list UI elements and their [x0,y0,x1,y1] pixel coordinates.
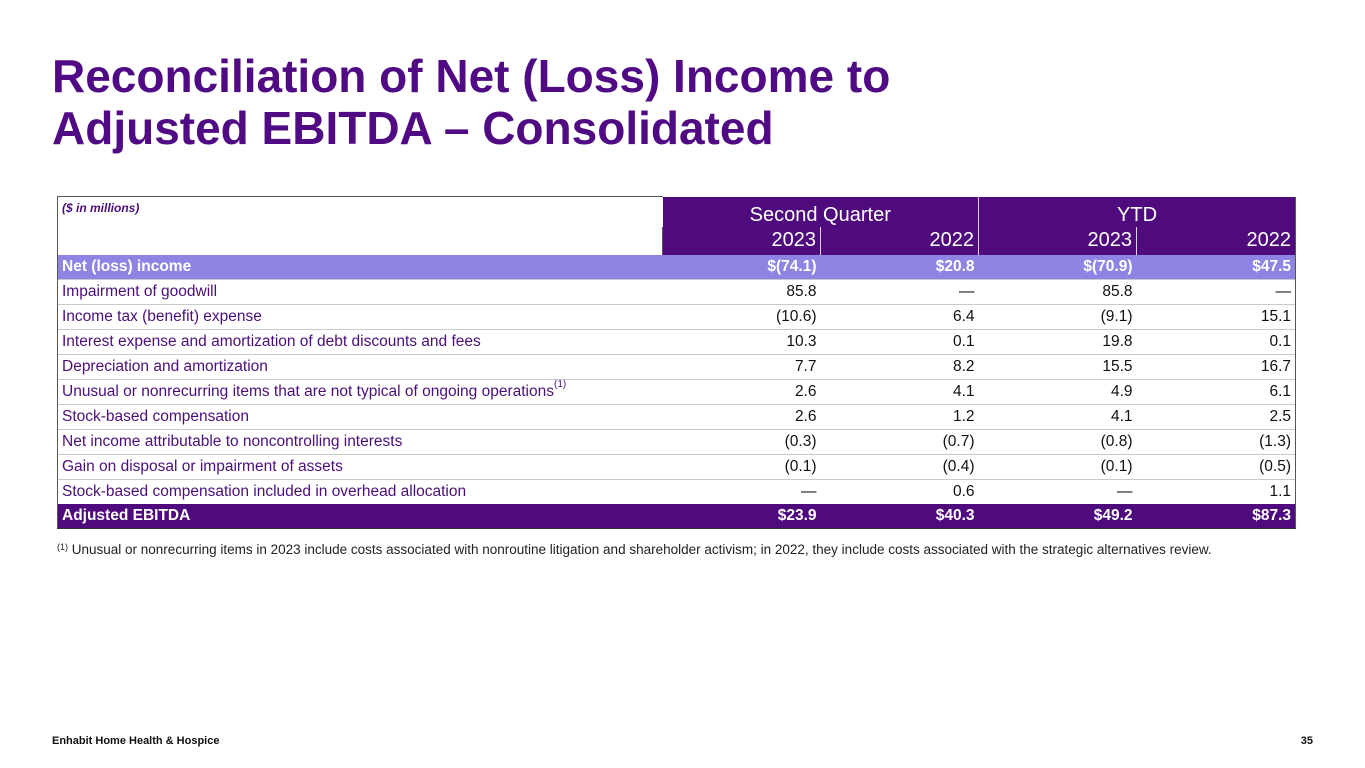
row-label-cell: Adjusted EBITDA [57,503,663,529]
table-row: Interest expense and amortization of deb… [57,328,1297,354]
row-value-cell: (0.5) [1136,453,1297,479]
row-value-cell: — [662,478,821,504]
row-value-cell: 6.4 [820,303,979,329]
row-label: Net (loss) income [62,257,192,275]
page-title: Reconciliation of Net (Loss) Income to A… [52,50,1252,154]
row-label: Depreciation and amortization [62,357,268,375]
row-value-cell: $40.3 [820,503,979,529]
table-row: Stock-based compensation included in ove… [57,478,1297,504]
row-value-cell: 6.1 [1136,378,1297,404]
row-footnote-marker: (1) [553,379,567,391]
row-label-cell: Impairment of goodwill [57,278,663,304]
row-value-cell: 2.6 [662,378,821,404]
table-row: Gain on disposal or impairment of assets… [57,453,1297,479]
row-value-cell: $(70.9) [978,254,1137,279]
row-value-cell: 2.6 [662,403,821,429]
header-year-ytd-2022: 2022 [1136,226,1297,255]
row-value-cell: — [978,478,1137,504]
row-label-cell: Unusual or nonrecurring items that are n… [57,378,663,404]
row-label-cell: Stock-based compensation [57,403,663,429]
row-label: Adjusted EBITDA [62,506,191,524]
row-value-cell: (0.1) [978,453,1137,479]
row-label-cell: Net income attributable to noncontrollin… [57,428,663,454]
row-value-cell: 7.7 [662,353,821,379]
row-value-cell: (1.3) [1136,428,1297,454]
row-label: Interest expense and amortization of deb… [62,332,481,350]
row-value-cell: 10.3 [662,328,821,354]
row-value-cell: 4.1 [978,403,1137,429]
row-label-cell: Interest expense and amortization of deb… [57,328,663,354]
header-year-ytd-2023: 2023 [978,226,1138,255]
row-label-cell: Net (loss) income [57,254,663,279]
row-value-cell: 85.8 [662,278,821,304]
row-value-cell: 1.2 [820,403,979,429]
unit-label: ($ in millions) [57,196,663,255]
header-year-q2-2023: 2023 [662,226,821,255]
row-value-cell: $49.2 [978,503,1137,529]
company-name: Enhabit Home Health & Hospice [52,735,220,747]
page-title-line-2: Adjusted EBITDA – Consolidated [52,102,774,154]
header-group-second-quarter: Second Quarter [662,196,980,227]
row-value-cell: 15.1 [1136,303,1297,329]
row-label: Impairment of goodwill [62,282,218,300]
row-value-cell: (0.4) [820,453,979,479]
row-value-cell: 8.2 [820,353,979,379]
row-value-cell: (9.1) [978,303,1137,329]
row-value-cell: — [1136,278,1297,304]
row-value-cell: (10.6) [662,303,821,329]
table-header-group-row: ($ in millions) Second Quarter YTD [57,196,1297,255]
row-label-cell: Depreciation and amortization [57,353,663,379]
row-value-cell: 1.1 [1136,478,1297,504]
row-label-cell: Stock-based compensation included in ove… [57,478,663,504]
table-row: Unusual or nonrecurring items that are n… [57,378,1297,404]
row-value-cell: 4.9 [978,378,1137,404]
footnote: (1) Unusual or nonrecurring items in 202… [57,542,1307,557]
row-value-cell: (0.8) [978,428,1137,454]
row-value-cell: 85.8 [978,278,1137,304]
table-row: Income tax (benefit) expense (10.6) 6.4 (9.… [57,303,1297,329]
row-value-cell: (0.3) [662,428,821,454]
table-row: Impairment of goodwill 85.8—85.8— [57,278,1297,304]
row-label: Net income attributable to noncontrollin… [62,432,403,450]
row-value-cell: 16.7 [1136,353,1297,379]
row-value-cell: — [820,278,979,304]
row-value-cell: 2.5 [1136,403,1297,429]
table-body: Net (loss) income $(74.1) $20.8 $(70.9) $47.… [57,254,1297,529]
row-value-cell: $87.3 [1136,503,1297,529]
table-header-year-row: 2023 2022 2023 2022 [58,226,1297,255]
row-value-cell: $23.9 [662,503,821,529]
row-value-cell: $(74.1) [662,254,821,279]
footnote-marker: (1) [57,541,68,552]
header-year-q2-2022: 2022 [820,226,980,255]
row-label-cell: Income tax (benefit) expense [57,303,663,329]
row-label: Unusual or nonrecurring items that are n… [62,382,554,400]
row-value-cell: 19.8 [978,328,1137,354]
table-row: Depreciation and amortization 7.7 8.2 15.5 1… [57,353,1297,379]
page-number: 35 [1300,735,1313,747]
row-label: Stock-based compensation included in ove… [62,482,467,500]
row-value-cell: 0.6 [820,478,979,504]
row-value-cell: $20.8 [820,254,979,279]
reconciliation-table: ($ in millions) Second Quarter YTD 2023 … [57,196,1297,529]
row-value-cell: $47.5 [1136,254,1297,279]
table-row: Stock-based compensation 2.6 1.2 4.1 2.5 [57,403,1297,429]
row-value-cell: 15.5 [978,353,1137,379]
table-row: Adjusted EBITDA $23.9 $40.3 $49.2 $87.3 [57,503,1297,529]
footnote-text: Unusual or nonrecurring items in 2023 in… [68,542,1212,557]
page-title-line-1: Reconciliation of Net (Loss) Income to [52,50,891,102]
row-label: Gain on disposal or impairment of assets [62,457,343,475]
row-value-cell: 0.1 [820,328,979,354]
table-row: Net income attributable to noncontrollin… [57,428,1297,454]
header-group-ytd: YTD [978,196,1297,227]
row-label: Stock-based compensation [62,407,249,425]
table-row: Net (loss) income $(74.1) $20.8 $(70.9) $47.… [57,254,1297,279]
row-value-cell: (0.1) [662,453,821,479]
row-value-cell: (0.7) [820,428,979,454]
row-label: Income tax (benefit) expense [62,307,262,325]
row-value-cell: 4.1 [820,378,979,404]
row-value-cell: 0.1 [1136,328,1297,354]
row-label-cell: Gain on disposal or impairment of assets [57,453,663,479]
